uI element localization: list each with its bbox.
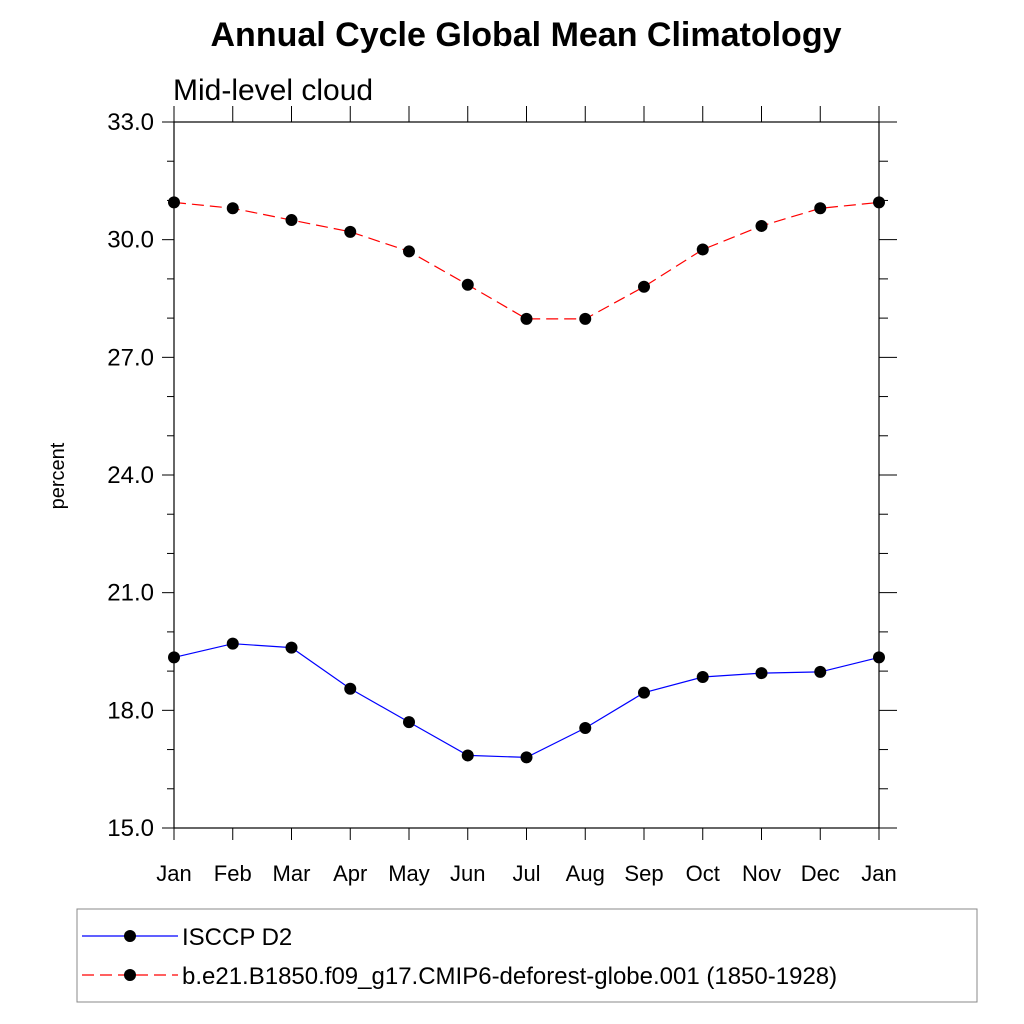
data-point — [403, 245, 415, 258]
x-tick-label: Oct — [686, 861, 720, 886]
data-point — [344, 225, 357, 238]
legend-marker — [124, 969, 136, 981]
x-tick-label: May — [388, 861, 430, 886]
data-point — [226, 202, 239, 215]
x-tick-label: Nov — [742, 861, 781, 886]
series-line — [173, 201, 880, 320]
data-point — [755, 219, 768, 232]
legend: ISCCP D2 b.e21.B1850.f09_g17.CMIP6-defore… — [82, 924, 837, 990]
y-tick-label: 21.0 — [107, 580, 154, 607]
x-tick-label: Feb — [214, 861, 252, 886]
y-tick-label: 27.0 — [107, 344, 154, 371]
y-tick-label: 18.0 — [107, 697, 154, 724]
x-tick-label: Mar — [273, 861, 311, 886]
data-point — [814, 665, 827, 678]
axis-ticks — [162, 106, 897, 840]
data-point — [696, 243, 709, 256]
data-point — [873, 196, 885, 209]
x-tick-labels: Jan Feb Mar Apr May Jun Jul Aug Sep Oct Nov Dec Jan — [156, 861, 896, 886]
chart-title: Annual Cycle Global Mean Climatology — [211, 16, 842, 54]
x-tick-label: Dec — [801, 861, 840, 886]
x-tick-label: Jun — [450, 861, 485, 886]
y-tick-label: 30.0 — [107, 227, 154, 254]
x-tick-label: Apr — [333, 861, 367, 886]
y-tick-label: 15.0 — [107, 815, 154, 842]
series-1 — [168, 637, 885, 764]
x-tick-label: Jul — [512, 861, 540, 886]
x-tick-label: Jan — [861, 861, 896, 886]
data-point — [168, 196, 180, 209]
data-point — [403, 716, 415, 729]
legend-label: ISCCP D2 — [182, 924, 292, 951]
data-point — [638, 686, 650, 699]
y-tick-labels: 15.0 18.0 21.0 24.0 27.0 30.0 33.0 — [107, 109, 154, 842]
data-point — [755, 667, 768, 680]
y-tick-label: 24.0 — [107, 462, 154, 489]
data-point — [579, 721, 592, 734]
legend-marker — [124, 930, 136, 942]
legend-label: b.e21.B1850.f09_g17.CMIP6-deforest-globe… — [182, 963, 837, 990]
data-point — [226, 637, 239, 650]
series-2 — [168, 196, 885, 325]
data-point — [873, 651, 885, 664]
data-point — [285, 641, 298, 654]
data-point — [285, 214, 298, 227]
x-tick-label: Sep — [624, 861, 663, 886]
series-group — [168, 196, 885, 764]
x-tick-label: Aug — [566, 861, 605, 886]
x-tick-label: Jan — [156, 861, 191, 886]
data-point — [344, 682, 357, 695]
data-point — [696, 670, 709, 683]
data-point — [461, 278, 474, 291]
data-point — [520, 751, 533, 764]
data-point — [579, 312, 592, 325]
y-tick-label: 33.0 — [107, 109, 154, 136]
y-axis-label: percent — [47, 442, 69, 509]
data-point — [461, 749, 474, 762]
data-point — [168, 651, 180, 664]
chart-subtitle: Mid-level cloud — [173, 74, 373, 107]
data-point — [638, 280, 650, 293]
plot-frame — [173, 121, 880, 829]
series-line — [173, 643, 880, 759]
data-point — [520, 312, 533, 325]
legend-box — [76, 908, 978, 1003]
data-point — [814, 202, 827, 215]
